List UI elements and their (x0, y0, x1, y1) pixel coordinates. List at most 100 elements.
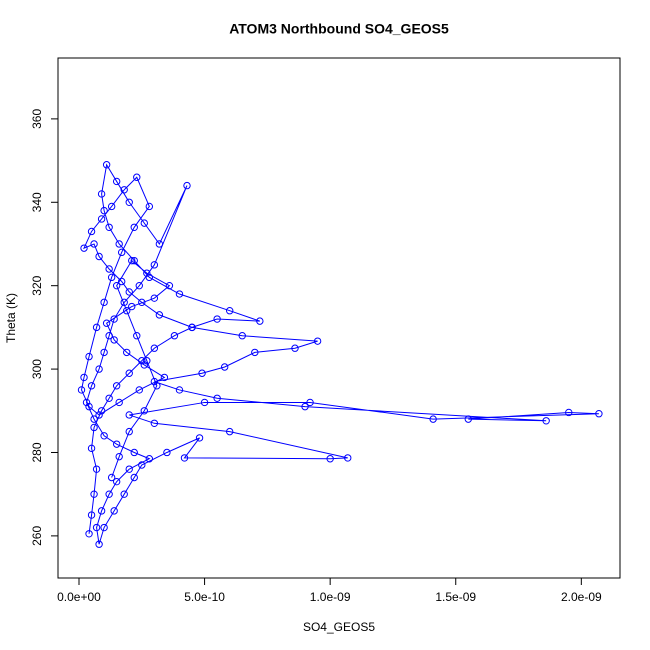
data-point (140, 361, 148, 369)
data-point (115, 240, 123, 248)
data-point (188, 323, 196, 332)
data-point (95, 252, 103, 261)
data-point (301, 402, 309, 411)
y-tick-label: 340 (30, 192, 44, 212)
data-point (155, 311, 164, 319)
data-point (135, 386, 143, 394)
data-point (102, 161, 111, 169)
data-point (105, 490, 113, 498)
data-point (130, 223, 138, 232)
data-point (150, 294, 159, 302)
data-point (110, 315, 118, 323)
data-point (138, 461, 146, 469)
data-point (117, 277, 126, 286)
data-point (92, 465, 101, 473)
data-point (150, 377, 159, 386)
data-point (97, 215, 106, 223)
y-tick-label: 300 (30, 359, 44, 379)
data-point (128, 256, 136, 265)
data-point (256, 317, 264, 325)
data-point (85, 530, 93, 538)
data-point (97, 407, 106, 415)
x-axis-label: SO4_GEOS5 (303, 620, 375, 634)
data-point (125, 198, 133, 206)
data-point (112, 382, 121, 390)
data-point (92, 323, 101, 332)
data-point (82, 398, 91, 407)
data-point (85, 402, 93, 411)
data-point (213, 315, 221, 323)
data-point (153, 382, 161, 390)
data-point (90, 490, 98, 498)
data-point (110, 336, 118, 344)
data-point (100, 432, 108, 440)
chart-title: ATOM3 Northbound SO4_GEOS5 (229, 21, 449, 37)
data-point (123, 348, 131, 357)
plot-frame (57, 57, 621, 579)
data-point (195, 434, 204, 442)
data-point (326, 455, 334, 463)
data-point (238, 332, 246, 340)
data-point (145, 273, 154, 282)
data-point (180, 454, 189, 462)
data-point (97, 190, 106, 198)
data-point (140, 219, 148, 227)
data-point (112, 281, 121, 290)
data-point (565, 408, 573, 417)
data-point (170, 332, 179, 340)
data-point (140, 407, 148, 415)
data-point (92, 523, 101, 532)
data-point (110, 507, 118, 515)
data-point (100, 348, 108, 357)
data-point (150, 261, 159, 269)
data-point (138, 298, 146, 307)
data-point (542, 417, 550, 425)
y-tick-label: 280 (30, 442, 44, 462)
y-tick-label: 320 (30, 275, 44, 295)
data-point (313, 337, 322, 345)
data-point (200, 398, 209, 407)
data-point (105, 394, 113, 402)
data-point (87, 511, 96, 519)
data-point (130, 473, 138, 482)
data-point (107, 273, 116, 282)
x-tick-label: 0.0e+00 (57, 590, 101, 604)
data-point (105, 265, 113, 273)
data-point (130, 448, 138, 457)
data-point (220, 363, 229, 371)
data-point (133, 173, 141, 181)
data-point (175, 386, 184, 394)
data-point (213, 394, 221, 402)
data-point (80, 244, 88, 252)
data-point (112, 477, 121, 486)
data-point (125, 369, 133, 377)
data-point (77, 386, 86, 394)
data-point (429, 415, 437, 423)
data-point (95, 540, 103, 548)
data-point (115, 452, 123, 461)
data-point (595, 410, 603, 418)
data-point (95, 411, 103, 419)
data-point (143, 269, 151, 277)
data-point (105, 332, 113, 340)
x-tick-label: 1.0e-09 (310, 590, 351, 604)
data-point (100, 298, 108, 307)
data-point (95, 365, 103, 373)
data-point (143, 357, 151, 365)
data-point (150, 419, 159, 427)
data-point (130, 256, 138, 265)
data-point (145, 455, 154, 463)
data-point (117, 248, 126, 257)
data-point (133, 332, 141, 340)
x-tick-label: 1.5e-09 (435, 590, 476, 604)
data-point (102, 319, 111, 327)
data-point (165, 281, 174, 290)
data-point (150, 344, 159, 352)
data-point (125, 288, 133, 296)
data-point (183, 181, 191, 190)
data-point (225, 307, 234, 315)
data-point (135, 281, 143, 290)
data-point (145, 202, 154, 211)
